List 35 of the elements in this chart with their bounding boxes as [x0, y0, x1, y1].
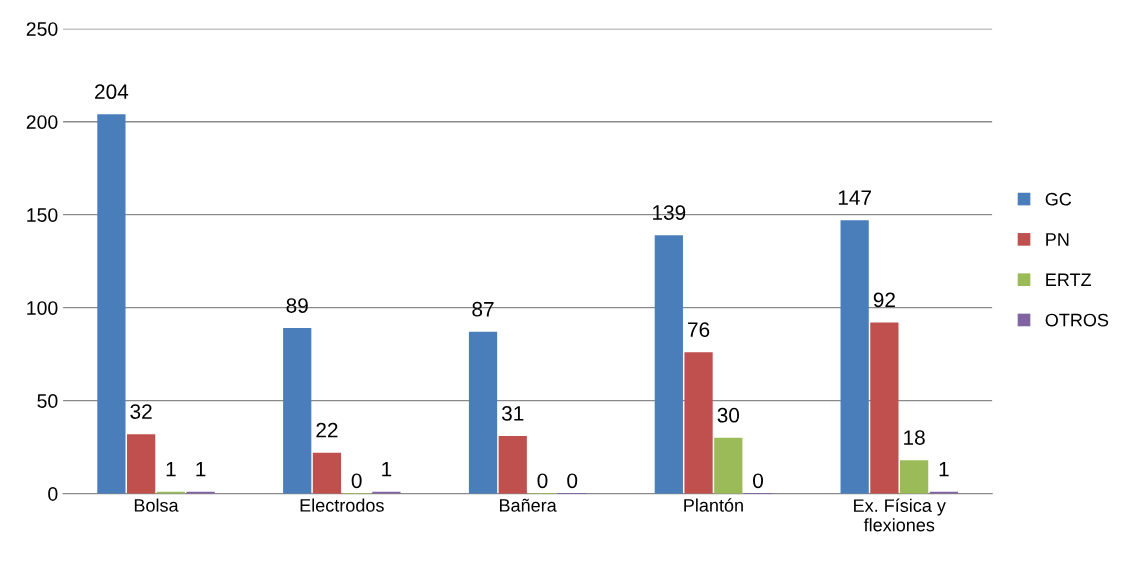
y-tick-label: 200 [26, 115, 58, 129]
legend-label: OTROS [1045, 313, 1109, 327]
legend-label: PN [1046, 233, 1069, 246]
legend-label: GC [1045, 192, 1072, 206]
data-label: 89 [286, 298, 308, 313]
data-label: 0 [351, 473, 362, 489]
legend-label: ERTZ [1046, 273, 1092, 286]
data-label: 147 [838, 190, 871, 205]
data-label: 22 [316, 422, 338, 438]
data-label: 87 [472, 301, 494, 317]
data-label: 0 [537, 473, 548, 489]
data-label: 204 [95, 84, 129, 100]
data-label: 18 [904, 430, 925, 445]
data-label: 1 [382, 462, 392, 477]
data-label: 1 [939, 462, 949, 477]
data-label: 1 [166, 462, 176, 477]
data-label: 32 [130, 404, 152, 419]
data-label: 139 [653, 205, 686, 220]
y-tick-label: 0 [48, 487, 58, 501]
y-tick-label: 50 [37, 394, 58, 408]
x-tick-label: Bañera [499, 498, 557, 512]
y-tick-label: 100 [27, 301, 58, 315]
y-tick-label: 250 [26, 22, 58, 36]
data-label: 92 [873, 292, 895, 308]
x-tick-label: Plantón [684, 498, 743, 512]
data-label: 1 [196, 462, 206, 477]
data-label: 30 [717, 407, 740, 423]
data-label: 0 [567, 473, 578, 489]
data-label: 0 [753, 473, 764, 489]
data-label: 31 [501, 406, 524, 421]
x-tick-label: Ex. Física y flexiones [854, 498, 946, 532]
x-tick-label: Electrodos [300, 498, 384, 512]
y-tick-label: 150 [27, 208, 58, 222]
x-tick-label: Bolsa [134, 498, 179, 512]
data-label: 76 [688, 322, 710, 338]
